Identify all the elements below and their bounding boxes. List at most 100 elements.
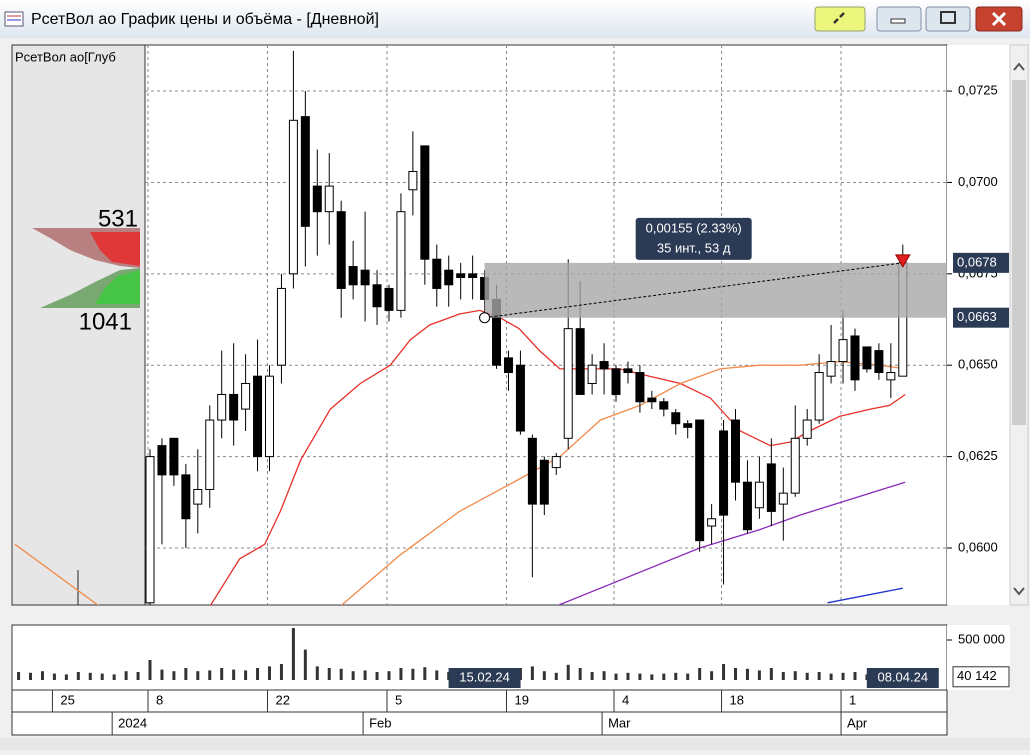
- maximize-button[interactable]: [925, 6, 971, 32]
- date-marker: [866, 668, 939, 688]
- minimize-button[interactable]: [876, 6, 922, 32]
- indicator-line: [557, 481, 906, 605]
- candle-body: [253, 375, 263, 458]
- plot-area: [14, 50, 947, 605]
- price-marker: [953, 252, 1009, 273]
- x-tick-label: 25: [60, 692, 74, 707]
- price-marker: [953, 307, 1009, 328]
- candle-body: [874, 350, 884, 374]
- x-tick-label: 18: [730, 692, 744, 707]
- candle-body: [551, 456, 561, 469]
- candle-body: [623, 368, 633, 374]
- candle-body: [444, 269, 454, 286]
- candle-body: [468, 273, 478, 278]
- measure-range: [484, 262, 947, 318]
- link-button[interactable]: [814, 6, 866, 32]
- price-pane: [11, 44, 948, 606]
- candle-body: [635, 372, 645, 403]
- month-label: Feb: [369, 715, 391, 730]
- app-icon: [4, 11, 24, 27]
- candle-body: [193, 488, 203, 505]
- candle-body: [647, 397, 657, 403]
- candle-body: [719, 430, 729, 516]
- date-marker-label: 15.02.24: [459, 669, 510, 684]
- date-marker: [448, 668, 521, 688]
- candle-body: [217, 393, 227, 421]
- month-label: Apr: [847, 715, 868, 730]
- x-tick-label: 19: [514, 692, 528, 707]
- y-tick-label: 0,0725: [958, 82, 998, 97]
- candle-body: [515, 364, 525, 432]
- candle-body: [814, 372, 824, 421]
- candle-body: [241, 382, 251, 410]
- close-button[interactable]: [975, 6, 1023, 32]
- ask-total: 531: [98, 205, 138, 232]
- price-marker-label: 0,0678: [957, 254, 997, 269]
- x-tick-label: 22: [275, 692, 289, 707]
- candle-body: [850, 335, 860, 381]
- x-tick-label: 5: [395, 692, 402, 707]
- y-tick-label: 0,0625: [958, 448, 998, 463]
- volume-marker: [952, 666, 1010, 688]
- month-label: Mar: [608, 715, 631, 730]
- candle-body: [838, 339, 848, 363]
- candle-body: [360, 269, 370, 286]
- volume-marker-label: 40 142: [957, 668, 997, 683]
- y-tick-label: 0,0600: [958, 539, 998, 554]
- candle-body: [671, 412, 681, 425]
- candle-body: [384, 287, 394, 311]
- candle-body: [587, 364, 597, 384]
- vertical-scrollbar[interactable]: [1009, 44, 1029, 606]
- x-tick-label: 8: [156, 692, 163, 707]
- candle-body: [754, 481, 764, 509]
- indicator-line: [827, 587, 903, 604]
- candle-body: [802, 419, 812, 439]
- candle-body: [503, 357, 513, 374]
- candle-body: [826, 361, 836, 377]
- profile-label: РсетВол ао[Глуб: [15, 49, 116, 64]
- candle-body: [659, 401, 669, 410]
- candle-body: [312, 185, 322, 213]
- measure-line: [484, 262, 903, 319]
- candle-body: [396, 211, 406, 311]
- candle-body: [181, 474, 191, 520]
- x-tick-label: 1: [849, 692, 856, 707]
- candle-body: [264, 375, 274, 458]
- candle-body: [420, 145, 430, 260]
- candle-body: [336, 211, 346, 289]
- candle-body: [886, 372, 896, 381]
- candle-body: [766, 463, 776, 512]
- candle-body: [276, 287, 286, 366]
- candle-body: [790, 437, 800, 494]
- measure-span: 35 инт., 53 д: [657, 240, 731, 255]
- candle-body: [731, 419, 741, 483]
- y-tick-label: 0,0700: [958, 174, 998, 189]
- date-marker-label: 08.04.24: [877, 669, 928, 684]
- price-marker-label: 0,0663: [957, 309, 997, 324]
- measure-tooltip: [635, 217, 752, 260]
- candle-body: [348, 266, 358, 286]
- volume-tick-label: 500 000: [958, 631, 1005, 646]
- candle-body: [683, 423, 693, 428]
- candle-body: [862, 346, 872, 370]
- candle-body: [539, 459, 549, 505]
- candle-body: [611, 368, 621, 395]
- candle-body: [408, 170, 418, 191]
- candle-body: [324, 185, 334, 213]
- candle-body: [456, 273, 466, 278]
- candle-body: [707, 518, 717, 527]
- depth-profile: [32, 228, 140, 605]
- measure-change: 0,00155 (2.33%): [646, 220, 742, 235]
- measure-end: [894, 254, 911, 268]
- candle-body: [563, 328, 573, 439]
- candle-body: [169, 437, 179, 476]
- candle-body: [527, 437, 537, 505]
- horizontal-scrollbar[interactable]: [0, 738, 1030, 750]
- candle-body: [300, 116, 310, 227]
- candle-body: [742, 481, 752, 531]
- candle-body: [695, 419, 705, 542]
- x-tick-label: 4: [622, 692, 629, 707]
- candle-body: [778, 492, 788, 505]
